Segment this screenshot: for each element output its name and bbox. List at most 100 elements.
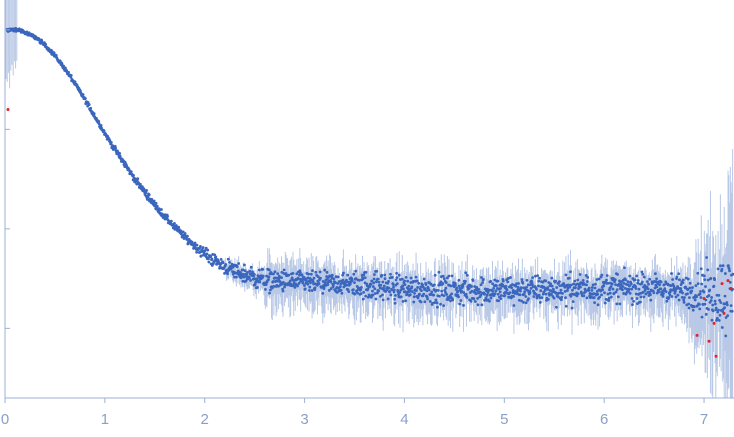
data-point	[345, 278, 348, 282]
data-point	[392, 288, 396, 292]
data-point	[550, 293, 553, 296]
data-point	[499, 294, 503, 297]
data-point	[677, 272, 681, 276]
data-point	[716, 267, 720, 271]
data-point	[382, 284, 386, 288]
data-point	[668, 293, 672, 297]
data-point	[471, 279, 475, 282]
data-point	[464, 271, 468, 275]
data-point	[576, 292, 580, 296]
data-point	[720, 267, 724, 271]
data-point	[352, 272, 356, 276]
data-point	[219, 257, 223, 261]
data-point	[483, 292, 487, 296]
data-point	[494, 289, 498, 293]
data-point	[552, 296, 556, 300]
data-point	[371, 293, 375, 297]
data-point	[221, 261, 225, 265]
data-point	[439, 280, 443, 284]
data-point	[648, 277, 652, 281]
data-point	[269, 288, 272, 292]
data-point	[183, 232, 187, 235]
data-point	[632, 299, 636, 303]
data-point	[593, 282, 597, 286]
outlier-point	[729, 287, 733, 291]
data-point	[376, 277, 380, 281]
data-point	[661, 294, 665, 298]
data-point	[702, 274, 706, 278]
data-point	[586, 275, 590, 279]
data-point	[525, 278, 529, 282]
data-point	[95, 117, 98, 120]
data-point	[641, 290, 645, 294]
data-point	[271, 280, 275, 283]
data-point	[282, 268, 286, 272]
data-point	[679, 283, 683, 286]
data-point	[670, 272, 673, 275]
data-point	[332, 283, 335, 287]
data-point	[319, 276, 322, 280]
data-point	[177, 225, 181, 229]
data-point	[422, 292, 426, 296]
data-point	[592, 296, 596, 299]
data-point	[174, 224, 178, 227]
x-tick-label: 3	[300, 411, 308, 428]
data-point	[655, 277, 658, 281]
data-point	[73, 80, 77, 84]
data-point	[355, 284, 359, 288]
data-point	[97, 122, 101, 126]
data-point	[258, 280, 262, 284]
data-point	[634, 292, 638, 296]
data-point	[618, 302, 622, 306]
data-point	[694, 284, 698, 288]
data-point	[713, 299, 717, 303]
data-point	[609, 285, 613, 289]
data-point	[451, 298, 455, 302]
data-point	[450, 292, 454, 296]
data-point	[605, 274, 609, 277]
data-point	[481, 281, 484, 284]
data-point	[573, 279, 577, 283]
data-point	[519, 286, 523, 290]
data-point	[345, 283, 349, 287]
data-point	[291, 272, 295, 275]
data-point	[598, 295, 601, 299]
data-point	[204, 246, 208, 250]
data-point	[380, 273, 384, 277]
data-point	[400, 277, 404, 281]
data-point	[687, 302, 691, 306]
data-point	[688, 281, 692, 285]
outlier-point	[707, 339, 711, 343]
data-point	[727, 267, 731, 271]
data-point	[512, 295, 515, 298]
data-point	[403, 279, 406, 283]
data-point	[566, 289, 569, 292]
data-point	[601, 288, 605, 292]
data-point	[433, 273, 437, 277]
data-point	[436, 305, 439, 309]
data-point	[512, 304, 516, 307]
data-point	[593, 301, 597, 305]
data-point	[655, 285, 659, 289]
data-point	[658, 283, 661, 287]
data-point	[637, 287, 641, 291]
outlier-point	[695, 333, 699, 337]
data-point	[636, 279, 640, 282]
data-point	[152, 199, 156, 203]
data-point	[628, 291, 632, 295]
data-point	[564, 296, 567, 300]
data-point	[44, 42, 48, 46]
data-point	[636, 281, 640, 285]
data-point	[308, 289, 311, 292]
data-point	[207, 260, 211, 264]
data-point	[546, 298, 550, 301]
data-point	[325, 270, 329, 274]
data-point	[321, 280, 325, 283]
data-point	[504, 284, 508, 288]
data-point	[437, 294, 441, 298]
data-point	[372, 273, 376, 276]
data-point	[578, 273, 582, 276]
data-point	[257, 268, 261, 272]
data-point	[464, 292, 468, 296]
data-point	[519, 289, 522, 293]
